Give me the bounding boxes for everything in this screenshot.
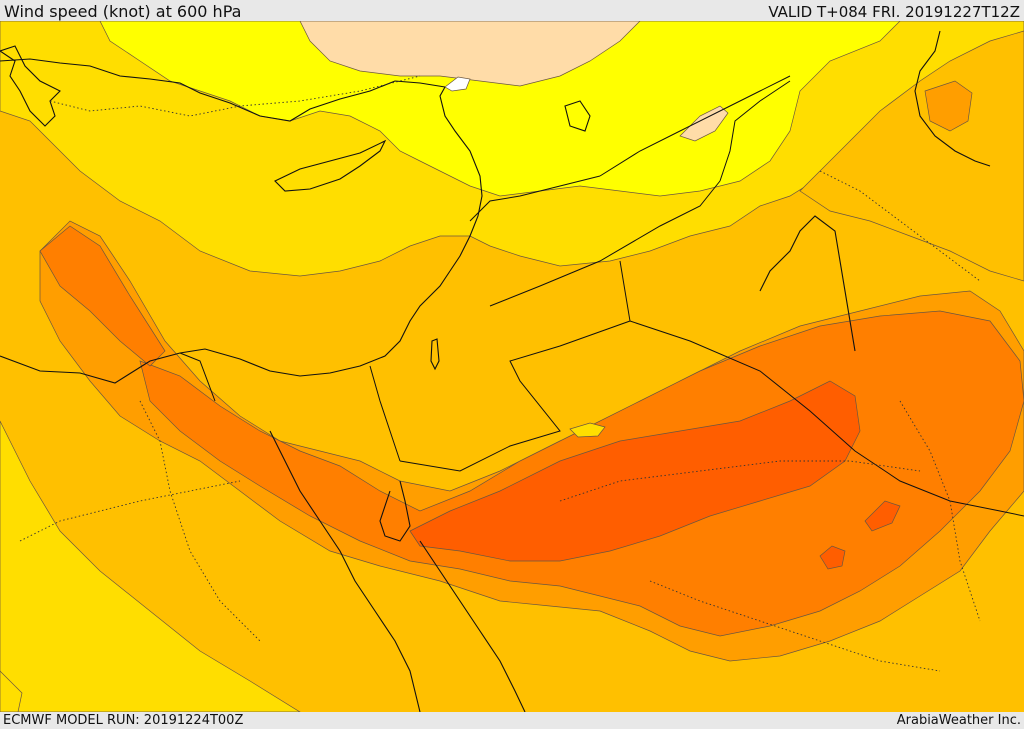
admin-boundary-3	[559, 460, 921, 502]
dead-sea-coast	[430, 338, 440, 371]
anatolia-south-coast	[0, 58, 446, 122]
border-sinai	[369, 365, 401, 462]
admin-boundary-5	[49, 75, 421, 117]
red-sea-west-coast	[269, 430, 421, 712]
border-iraq-saudi	[629, 320, 1024, 517]
persian-gulf-coast	[759, 215, 856, 352]
footer-bar: ECMWF MODEL RUN: 20191224T00Z ArabiaWeat…	[0, 712, 1024, 729]
band-peach-small	[679, 105, 729, 142]
band-gold-patch-2	[569, 422, 606, 438]
credit-label: ArabiaWeather Inc.	[896, 713, 1021, 728]
valid-time-label: VALID T+084 FRI. 20191227T12Z	[768, 3, 1020, 21]
wind-speed-map[interactable]	[0, 21, 1024, 712]
caspian-west-coast	[914, 30, 991, 167]
admin-boundary-1	[19, 480, 241, 542]
band-gold-southwest	[0, 420, 301, 712]
admin-boundary-7	[899, 400, 981, 622]
lake-van-coast	[564, 100, 591, 132]
map-title: Wind speed (knot) at 600 hPa	[4, 2, 242, 21]
admin-boundary-2	[139, 400, 261, 642]
border-iraq-iran	[719, 80, 791, 182]
border-iraq-syria	[489, 180, 721, 307]
admin-boundary-4	[819, 170, 981, 282]
model-run-label: ECMWF MODEL RUN: 20191224T00Z	[3, 713, 244, 728]
band-red-orange-spot	[819, 545, 846, 570]
border-jordan-saudi	[399, 260, 631, 472]
band-white-spot	[444, 76, 471, 92]
band-gold-patch	[0, 670, 23, 712]
border-turkey-east	[599, 75, 791, 177]
mediterranean-south-coast	[0, 270, 451, 384]
border-egypt-libya	[179, 352, 216, 402]
title-bar: Wind speed (knot) at 600 hPa VALID T+084…	[0, 0, 1024, 21]
red-sea-east-coast	[419, 540, 526, 712]
band-yellow	[99, 21, 901, 197]
levant-coast	[439, 86, 483, 272]
band-peach	[299, 21, 641, 87]
cyprus-coast	[274, 139, 387, 192]
map-canvas	[0, 21, 1024, 712]
band-orange-east-spot	[924, 80, 973, 132]
admin-boundary-6	[649, 580, 941, 672]
aegean-coast	[0, 45, 61, 127]
gulf-of-suez-coast	[379, 480, 411, 542]
band-red-orange-spot-2	[864, 500, 901, 532]
band-red-orange-core	[409, 380, 861, 562]
border-turkey-syria	[469, 175, 601, 222]
